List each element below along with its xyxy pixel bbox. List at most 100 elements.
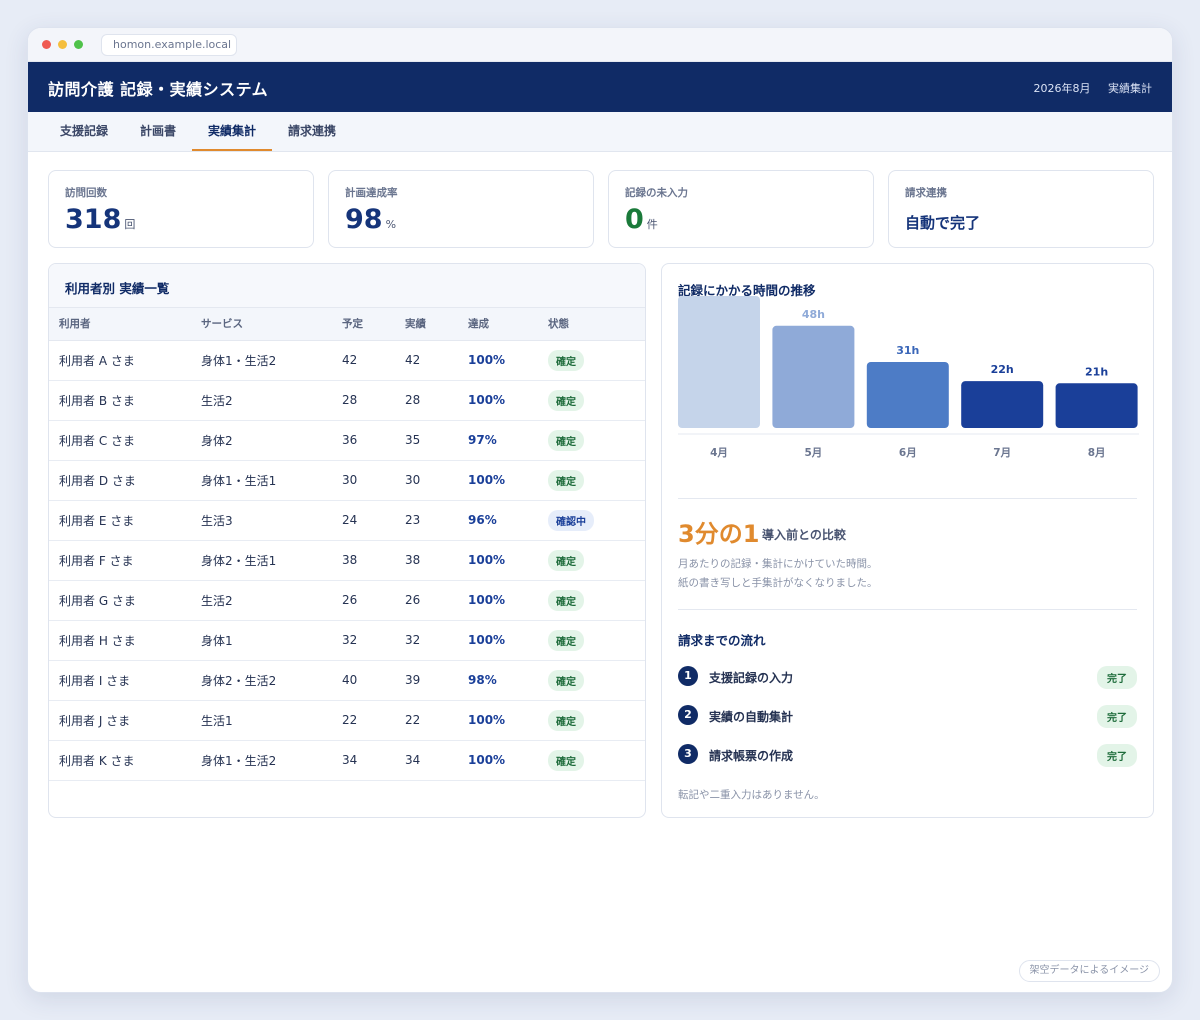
cell-service: 身体1 [191,620,332,661]
panel-title: 利用者別 実績一覧 [49,264,645,308]
kpi-number: 0 [625,204,644,235]
kpi-unit: % [385,218,397,231]
column-header-user: 利用者 [49,308,191,341]
tab-bar: 支援記録 計画書 実績集計 請求連携 [28,112,1172,152]
column-header-status: 状態 [538,308,645,341]
record-time-panel: 記録にかかる時間の推移 62h4月48h5月31h6月22h7月21h8月 3分… [661,263,1154,818]
status-badge: 確定 [548,669,584,691]
app-header: 訪問介護 記録・実績システム 2026年8月 実績集計 [28,62,1172,112]
flow-step: 1 支援記録の入力 完了 [678,666,1137,689]
cell-user: 利用者 A さま [49,340,191,381]
cell-user: 利用者 I さま [49,660,191,701]
chart-category-label: 4月 [710,447,728,459]
cell-planned: 30 [332,460,395,501]
chart-data-label: 31h [896,344,919,357]
flow-title: 請求までの流れ [678,633,766,648]
kpi-label: 計画達成率 [345,187,398,199]
status-badge: 確定 [548,349,584,371]
cell-user: 利用者 K さま [49,740,191,781]
cell-service: 身体2・生活2 [191,660,332,701]
tab-support-records[interactable]: 支援記録 [60,124,109,138]
kpi-visits: 訪問回数 318 回 [48,170,314,248]
table-row[interactable]: 利用者 B さま 生活2 28 28 100% 確定 [49,380,645,421]
cell-user: 利用者 H さま [49,620,191,661]
divider [678,609,1137,610]
chart-bar [866,362,949,428]
step-label: 請求帳票の作成 [709,749,794,763]
cell-status: 確定 [538,660,645,701]
cell-achievement: 100% [458,620,538,661]
tab-performance-summary[interactable]: 実績集計 [192,112,273,151]
chart-category-label: 8月 [1088,447,1106,459]
cell-planned: 38 [332,540,395,581]
comparison-label: 導入前との比較 [762,528,846,542]
cell-actual: 23 [395,500,458,541]
column-header-actual: 実績 [395,308,458,341]
step-status-badge: 完了 [1097,744,1137,767]
cell-achievement: 96% [458,500,538,541]
comparison-value: 3分の1 [678,520,760,548]
cell-actual: 38 [395,540,458,581]
kpi-unit: 件 [646,218,658,231]
table-row[interactable]: 利用者 H さま 身体1 32 32 100% 確定 [49,620,645,661]
cell-status: 確定 [538,620,645,661]
cell-achievement: 100% [458,740,538,781]
comparison-note-1: 月あたりの記録・集計にかけていた時間。 [678,558,878,570]
cell-user: 利用者 J さま [49,700,191,741]
step-label: 実績の自動集計 [709,710,794,724]
cell-achievement: 98% [458,660,538,701]
cell-planned: 24 [332,500,395,541]
table-row[interactable]: 利用者 A さま 身体1・生活2 42 42 100% 確定 [49,340,645,381]
maximize-window-button[interactable] [74,40,83,49]
tab-billing[interactable]: 請求連携 [288,124,337,138]
url-bar[interactable]: homon.example.local [101,34,237,56]
table-row[interactable]: 利用者 E さま 生活3 24 23 96% 確認中 [49,500,645,541]
tab-plans[interactable]: 計画書 [140,124,177,138]
cell-status: 確定 [538,380,645,421]
cell-achievement: 100% [458,340,538,381]
status-badge: 確定 [548,389,584,411]
cell-status: 確定 [538,420,645,461]
cell-service: 身体2・生活1 [191,540,332,581]
cell-service: 身体1・生活1 [191,460,332,501]
cell-actual: 39 [395,660,458,701]
table-row[interactable]: 利用者 J さま 生活1 22 22 100% 確定 [49,700,645,741]
chart-data-label: 22h [991,363,1014,376]
flow-note: 転記や二重入力はありません。 [678,789,825,801]
status-badge: 確定 [548,749,584,771]
cell-actual: 22 [395,700,458,741]
cell-service: 身体1・生活2 [191,740,332,781]
cell-status: 確定 [538,700,645,741]
table-row[interactable]: 利用者 G さま 生活2 26 26 100% 確定 [49,580,645,621]
cell-planned: 36 [332,420,395,461]
flow-step: 2 実績の自動集計 完了 [678,705,1137,728]
kpi-billing-link: 請求連携 自動で完了 [888,170,1154,248]
cell-actual: 35 [395,420,458,461]
table-row[interactable]: 利用者 K さま 身体1・生活2 34 34 100% 確定 [49,740,645,781]
section-label: 実績集計 [1108,82,1152,95]
user-performance-table: 利用者 サービス 予定 実績 達成 状態 利用者 A さま 身体1・生活2 42 42… [49,308,645,781]
cell-planned: 42 [332,340,395,381]
status-badge: 確定 [548,589,584,611]
cell-service: 身体1・生活2 [191,340,332,381]
cell-actual: 28 [395,380,458,421]
close-window-button[interactable] [42,40,51,49]
table-row[interactable]: 利用者 F さま 身体2・生活1 38 38 100% 確定 [49,540,645,581]
table-row[interactable]: 利用者 I さま 身体2・生活2 40 39 98% 確定 [49,660,645,701]
chart-bar [678,296,760,428]
kpi-number: 318 [65,204,122,235]
cell-status: 確定 [538,460,645,501]
status-badge: 確認中 [548,509,594,531]
cell-service: 生活2 [191,380,332,421]
table-row[interactable]: 利用者 C さま 身体2 36 35 97% 確定 [49,420,645,461]
cell-achievement: 100% [458,460,538,501]
kpi-value: 98% [345,204,577,235]
chart-title: 記録にかかる時間の推移 [678,283,816,298]
minimize-window-button[interactable] [58,40,67,49]
table-row[interactable]: 利用者 D さま 身体1・生活1 30 30 100% 確定 [49,460,645,501]
cell-user: 利用者 D さま [49,460,191,501]
table-body: 利用者 A さま 身体1・生活2 42 42 100% 確定 利用者 B さま 生活2 28 28… [49,340,645,781]
